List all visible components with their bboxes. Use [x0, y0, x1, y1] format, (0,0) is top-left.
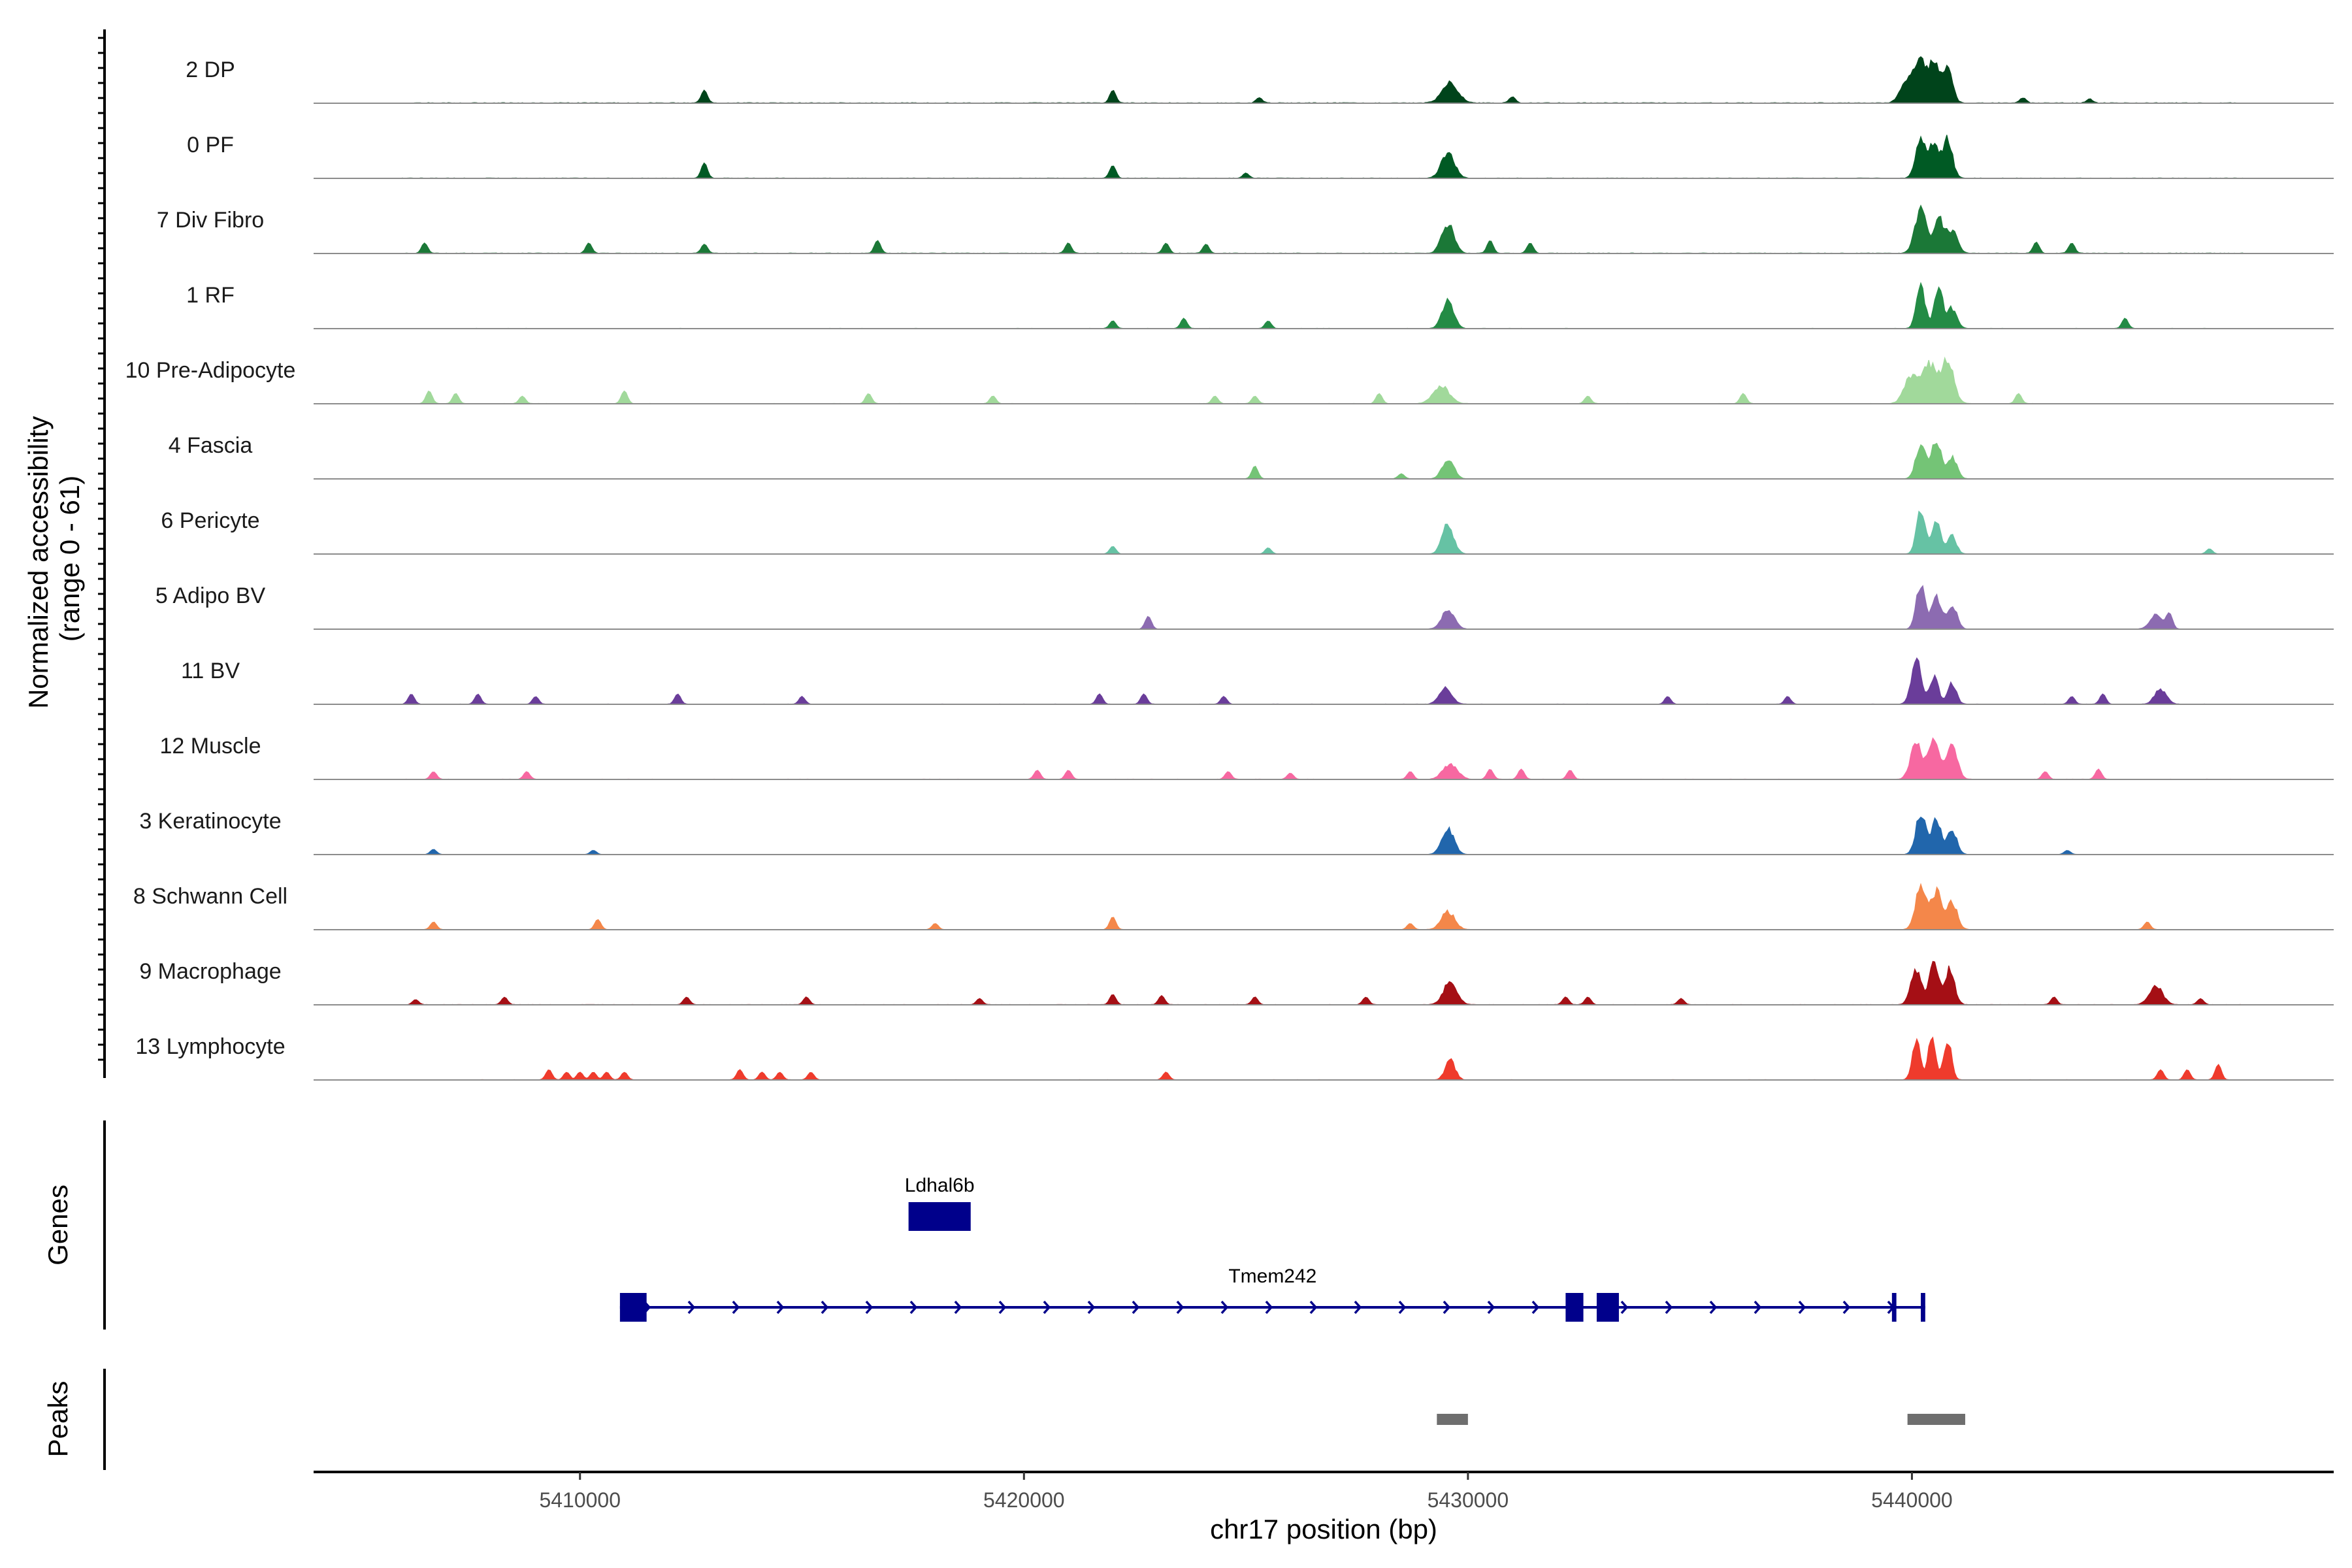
track-7: 6 Pericyte: [161, 508, 2334, 555]
strand-arrow: [1354, 1300, 1362, 1315]
gene-exon: [908, 1202, 971, 1231]
track-label: 10 Pre-Adipocyte: [125, 358, 296, 383]
track-label: 7 Div Fibro: [157, 208, 264, 233]
gene-exon: [1921, 1293, 1925, 1322]
track-12: 8 Schwann Cell: [133, 883, 2334, 930]
peak-region: [1907, 1414, 1965, 1425]
coverage-area: [402, 737, 2247, 780]
strand-arrow: [1620, 1300, 1629, 1315]
peaks-track: [1437, 1414, 1965, 1425]
x-axis-tick-label: 5440000: [1871, 1488, 1953, 1512]
x-axis-tick-label: 5420000: [983, 1488, 1065, 1512]
track-1: 2 DP: [186, 56, 2334, 104]
track-14: 13 Lymphocyte: [135, 1034, 2334, 1081]
coverage-area: [402, 960, 2246, 1005]
gene-exon: [619, 1293, 647, 1322]
strand-arrow: [1265, 1300, 1273, 1315]
gene-name: Ldhal6b: [905, 1175, 975, 1196]
y-axis-title-line-1: Normalized accessibility: [23, 416, 54, 709]
track-label: 4 Fascia: [169, 433, 253, 458]
strand-arrow: [1754, 1300, 1762, 1315]
strand-arrow: [1531, 1300, 1540, 1315]
gene-exon: [1565, 1293, 1584, 1322]
coverage-area: [402, 356, 2247, 404]
coverage-area: [402, 1036, 2246, 1081]
strand-arrow: [1087, 1300, 1096, 1315]
y-axis-title-line-2: (range 0 - 61): [54, 476, 85, 642]
strand-arrow: [1798, 1300, 1806, 1315]
track-label: 0 PF: [187, 133, 234, 157]
gene-annotation-track: Ldhal6b Tmem242: [619, 1175, 1925, 1322]
x-axis-tick-label: 5430000: [1428, 1488, 1509, 1512]
strand-arrow: [1176, 1300, 1184, 1315]
strand-arrow: [1309, 1300, 1318, 1315]
strand-arrow: [1709, 1300, 1718, 1315]
strand-arrow: [998, 1300, 1007, 1315]
coverage-area: [402, 883, 2246, 930]
peaks-panel-label: Peaks: [42, 1381, 73, 1458]
track-label: 8 Schwann Cell: [133, 884, 287, 909]
track-label: 12 Muscle: [160, 734, 261, 759]
coverage-area: [402, 56, 2247, 104]
strand-arrow: [1487, 1300, 1495, 1315]
track-label: 13 Lymphocyte: [135, 1034, 285, 1059]
gene-Tmem242: Tmem242: [619, 1266, 1925, 1322]
strand-arrow: [776, 1300, 785, 1315]
coverage-area: [402, 282, 2246, 329]
strand-arrow: [1398, 1300, 1407, 1315]
x-axis-title: chr17 position (bp): [1210, 1514, 1437, 1544]
gene-exon: [1891, 1293, 1897, 1322]
track-label: 6 Pericyte: [161, 508, 259, 533]
strand-arrow: [1220, 1300, 1229, 1315]
strand-arrow: [687, 1300, 696, 1315]
track-label: 2 DP: [186, 57, 235, 82]
strand-arrow: [1443, 1300, 1451, 1315]
track-label: 5 Adipo BV: [155, 583, 266, 608]
track-10: 12 Muscle: [160, 734, 2334, 780]
strand-arrow: [909, 1300, 918, 1315]
coverage-area: [402, 816, 2246, 855]
gene-Ldhal6b: Ldhal6b: [905, 1175, 975, 1231]
track-label: 1 RF: [186, 283, 235, 308]
strand-arrow: [732, 1300, 740, 1315]
track-label: 9 Macrophage: [139, 959, 281, 984]
genes-panel-label: Genes: [42, 1184, 73, 1266]
track-label: 3 Keratinocyte: [139, 809, 281, 834]
strand-arrow: [1043, 1300, 1051, 1315]
strand-arrow: [954, 1300, 962, 1315]
track-11: 3 Keratinocyte: [139, 809, 2334, 855]
strand-arrow: [1842, 1300, 1851, 1315]
coverage-area: [402, 585, 2246, 630]
strand-arrow: [1132, 1300, 1140, 1315]
track-9: 11 BV: [181, 657, 2334, 705]
track-13: 9 Macrophage: [139, 959, 2334, 1005]
x-axis-ticks: 5410000 5420000 5430000 5440000: [539, 1472, 1953, 1512]
track-8: 5 Adipo BV: [155, 583, 2334, 630]
coverage-area: [402, 442, 2246, 480]
gene-exon: [1596, 1293, 1619, 1322]
peak-region: [1437, 1414, 1468, 1425]
strand-arrow: [1665, 1300, 1673, 1315]
y-axis-title: Normalized accessibility (range 0 - 61): [23, 408, 85, 709]
x-axis-tick-label: 5410000: [539, 1488, 621, 1512]
track-5: 10 Pre-Adipocyte: [125, 356, 2334, 404]
track-6: 4 Fascia: [169, 433, 2334, 480]
coverage-area: [402, 510, 2246, 555]
coverage-tracks: 2 DP 0 PF 7 Div Fibro 1 RF 10 Pre-Adipocyte 4…: [125, 56, 2334, 1081]
gene-name: Tmem242: [1228, 1266, 1316, 1287]
track-label: 11 BV: [181, 659, 240, 683]
coverage-area: [402, 204, 2246, 254]
coverage-area: [402, 135, 2246, 179]
track-2: 0 PF: [187, 133, 2334, 179]
track-3: 7 Div Fibro: [157, 204, 2334, 254]
strand-arrow: [821, 1300, 829, 1315]
strand-arrow: [865, 1300, 874, 1315]
coverage-y-axis: [98, 29, 106, 1078]
track-4: 1 RF: [186, 282, 2334, 329]
coverage-area: [402, 657, 2246, 705]
